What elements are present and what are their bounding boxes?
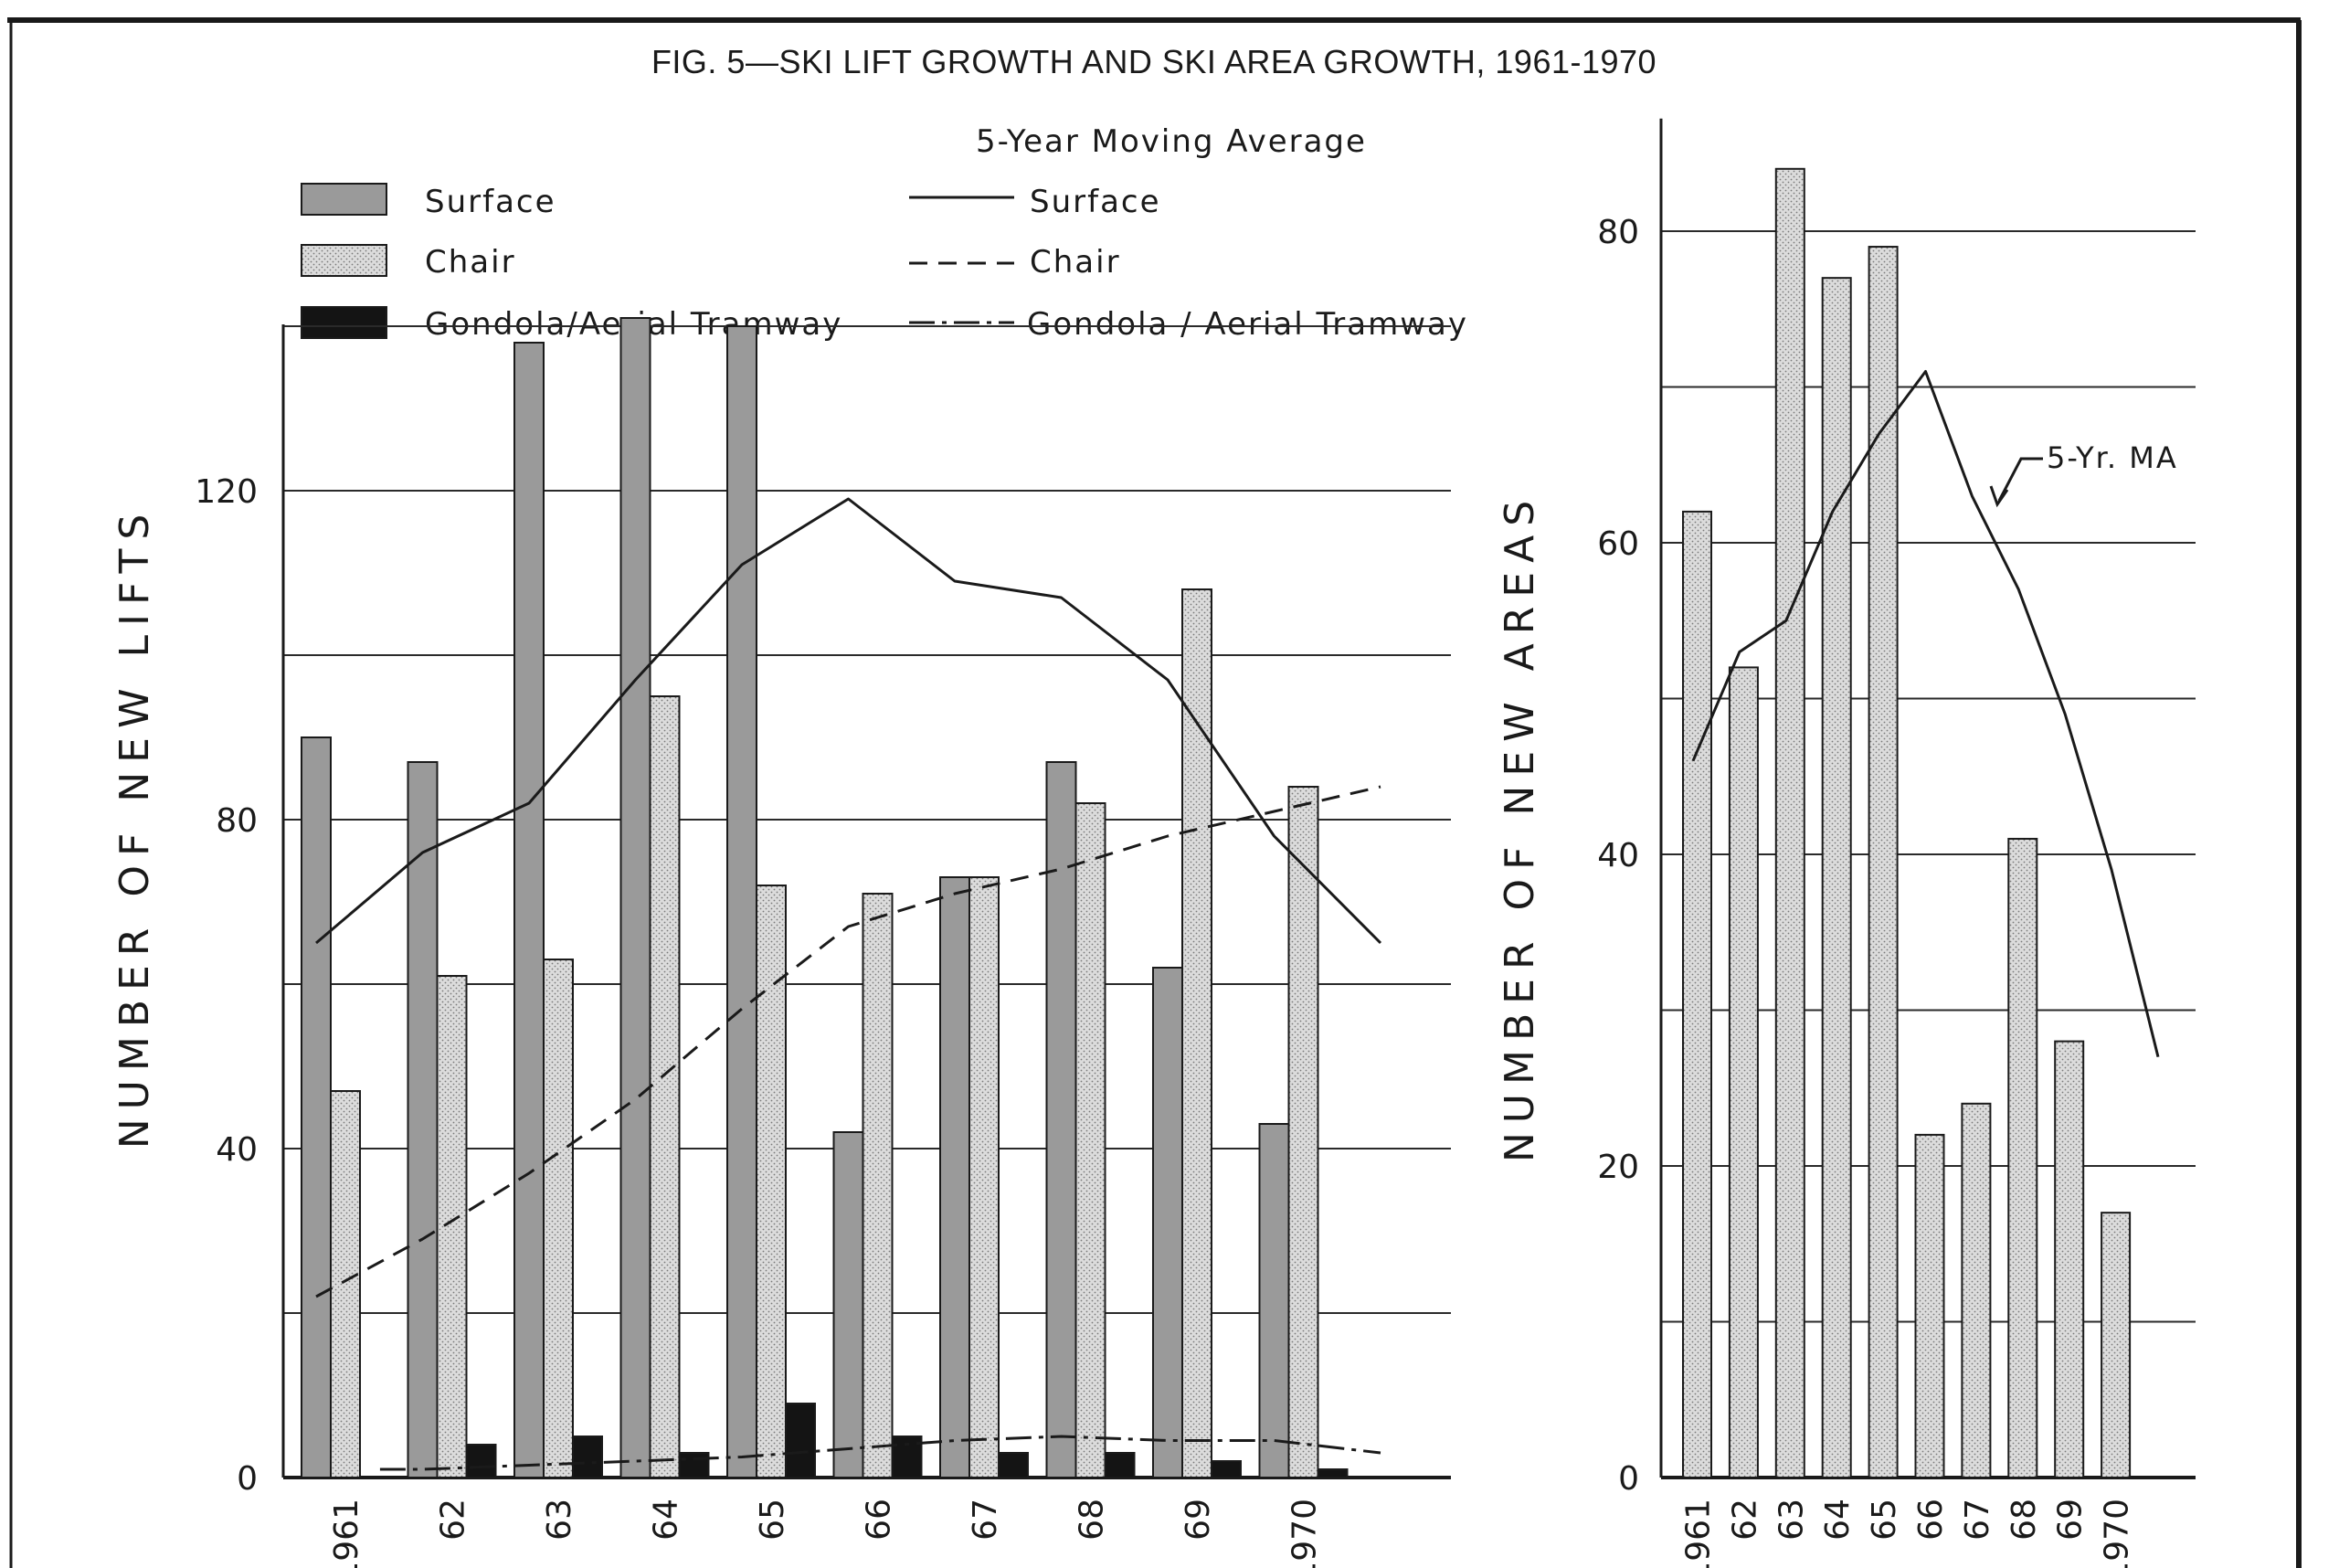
- bar-chair-1961: [330, 1090, 361, 1478]
- legend-ma-title: 5-Year Moving Average: [976, 123, 1367, 160]
- areas-ma-annotation: 5-Yr. MA: [2047, 440, 2178, 475]
- lifts-chart: 0 40 80 120 1961 62 63 64 65 66 67 68 69 1970: [195, 317, 1451, 1568]
- bar-gondola-aerial-tramway-1970: [1317, 1468, 1349, 1478]
- legend-ma-label-gondola: Gondola / Aerial Tramway: [1027, 306, 1468, 343]
- areas-x-tick-label: 64: [1819, 1499, 1857, 1541]
- lifts-y-tick-label: 120: [195, 473, 258, 511]
- bar-areas-67: [1961, 1102, 1992, 1479]
- lifts-y-tick-label: 0: [237, 1460, 258, 1498]
- areas-ma-line: [1691, 370, 2160, 1058]
- legend-bars: Surface Chair Gondola/Aerial Tramway: [301, 183, 841, 343]
- ma-line-surface: [315, 497, 1382, 945]
- bar-chair-68: [1074, 802, 1106, 1478]
- lifts-y-tick-label: 40: [216, 1131, 258, 1169]
- bar-gondola-aerial-tramway-62: [465, 1444, 497, 1478]
- areas-x-tick-label: 63: [1773, 1499, 1810, 1541]
- bar-areas-63: [1774, 167, 1805, 1478]
- legend-swatch-chair: [301, 244, 387, 277]
- bar-surface-64: [619, 317, 651, 1478]
- bar-gondola-aerial-tramway-65: [785, 1403, 816, 1478]
- areas-x-tick-label: 1961: [1680, 1499, 1718, 1568]
- ma-line-chair: [315, 785, 1381, 1298]
- lifts-x-tick-label: 67: [967, 1499, 1004, 1541]
- lifts-x-tick-label: 64: [648, 1499, 685, 1541]
- legend-moving-average: 5-Year Moving Average Surface Chair Gond…: [909, 123, 1468, 343]
- bar-areas-1970: [2101, 1212, 2132, 1479]
- legend-swatch-surface: [301, 183, 387, 216]
- bar-areas-66: [1914, 1133, 1945, 1479]
- legend-label-chair: Chair: [425, 244, 516, 281]
- bar-gondola-aerial-tramway-69: [1211, 1460, 1242, 1478]
- areas-chart: 0 20 40 60 80 1961 62 63 64 65 66 67 68 69 1970: [1597, 118, 2196, 1568]
- legend-label-surface: Surface: [425, 184, 556, 220]
- areas-y-tick-label: 60: [1597, 525, 1639, 563]
- lifts-x-tick-label: 66: [861, 1499, 898, 1541]
- areas-axis-label: NUMBER OF NEW AREAS: [1497, 492, 1543, 1162]
- bar-chair-67: [968, 876, 1000, 1478]
- bar-gondola-aerial-tramway-68: [1104, 1452, 1136, 1478]
- areas-x-tick-label: 69: [2052, 1499, 2090, 1541]
- lifts-x-tick-label: 62: [435, 1499, 472, 1541]
- bar-areas-1961: [1682, 510, 1712, 1478]
- bar-surface-69: [1152, 967, 1183, 1478]
- lifts-x-tick-label: 1970: [1286, 1499, 1324, 1568]
- areas-x-tick-label: 1970: [2099, 1499, 2136, 1568]
- bar-chair-63: [543, 959, 574, 1478]
- legend-swatch-gondola: [301, 306, 387, 339]
- areas-x-tick-label: 62: [1726, 1499, 1763, 1541]
- lifts-x-tick-label: 63: [541, 1499, 578, 1541]
- areas-x-tick-label: 67: [1959, 1499, 1996, 1541]
- legend-ma-label-chair: Chair: [1030, 244, 1121, 281]
- lifts-x-tick-label: 65: [754, 1499, 791, 1541]
- bar-gondola-aerial-tramway-63: [572, 1436, 603, 1478]
- bar-surface-68: [1045, 761, 1077, 1478]
- areas-y-tick-label: 80: [1597, 214, 1639, 251]
- areas-y-tick-label: 20: [1597, 1149, 1639, 1186]
- bar-chair-64: [649, 695, 681, 1478]
- bar-areas-62: [1728, 666, 1759, 1478]
- areas-x-tick-label: 66: [1912, 1499, 1950, 1541]
- bar-areas-69: [2054, 1040, 2085, 1478]
- bar-surface-65: [726, 325, 757, 1478]
- legend-ma-label-surface: Surface: [1030, 184, 1161, 220]
- bar-surface-1970: [1258, 1123, 1290, 1478]
- bar-chair-66: [862, 893, 894, 1478]
- bar-surface-1961: [301, 736, 332, 1478]
- bar-gondola-aerial-tramway-67: [998, 1452, 1029, 1478]
- areas-x-tick-label: 68: [2006, 1499, 2043, 1541]
- bar-chair-65: [756, 885, 787, 1478]
- bar-chair-62: [436, 975, 468, 1478]
- areas-ma-annotation-leader: [1997, 457, 2043, 502]
- lifts-x-tick-label: 69: [1180, 1499, 1217, 1541]
- bar-chair-1970: [1287, 786, 1319, 1478]
- areas-ma-annotation-arrow: [1989, 485, 2009, 508]
- areas-x-tick-label: 65: [1866, 1499, 1903, 1541]
- ma-line-gondola-aerial-tramway: [379, 1435, 1381, 1471]
- lifts-axis-label: NUMBER OF NEW LIFTS: [111, 505, 158, 1150]
- bar-surface-66: [832, 1131, 864, 1478]
- bar-surface-62: [407, 761, 439, 1478]
- bar-surface-67: [939, 876, 970, 1478]
- bar-areas-65: [1868, 246, 1899, 1478]
- lifts-y-tick-label: 80: [216, 802, 258, 840]
- bar-gondola-aerial-tramway-64: [678, 1452, 710, 1478]
- areas-y-tick-label: 0: [1618, 1460, 1639, 1498]
- lifts-x-tick-label: 68: [1074, 1499, 1111, 1541]
- figure-title: FIG. 5—SKI LIFT GROWTH AND SKI AREA GROW…: [651, 43, 1656, 80]
- bar-areas-68: [2007, 837, 2038, 1478]
- lifts-x-tick-label: 1961: [328, 1499, 365, 1568]
- bar-surface-63: [513, 342, 545, 1478]
- bar-areas-64: [1821, 277, 1852, 1478]
- areas-y-tick-label: 40: [1597, 837, 1639, 874]
